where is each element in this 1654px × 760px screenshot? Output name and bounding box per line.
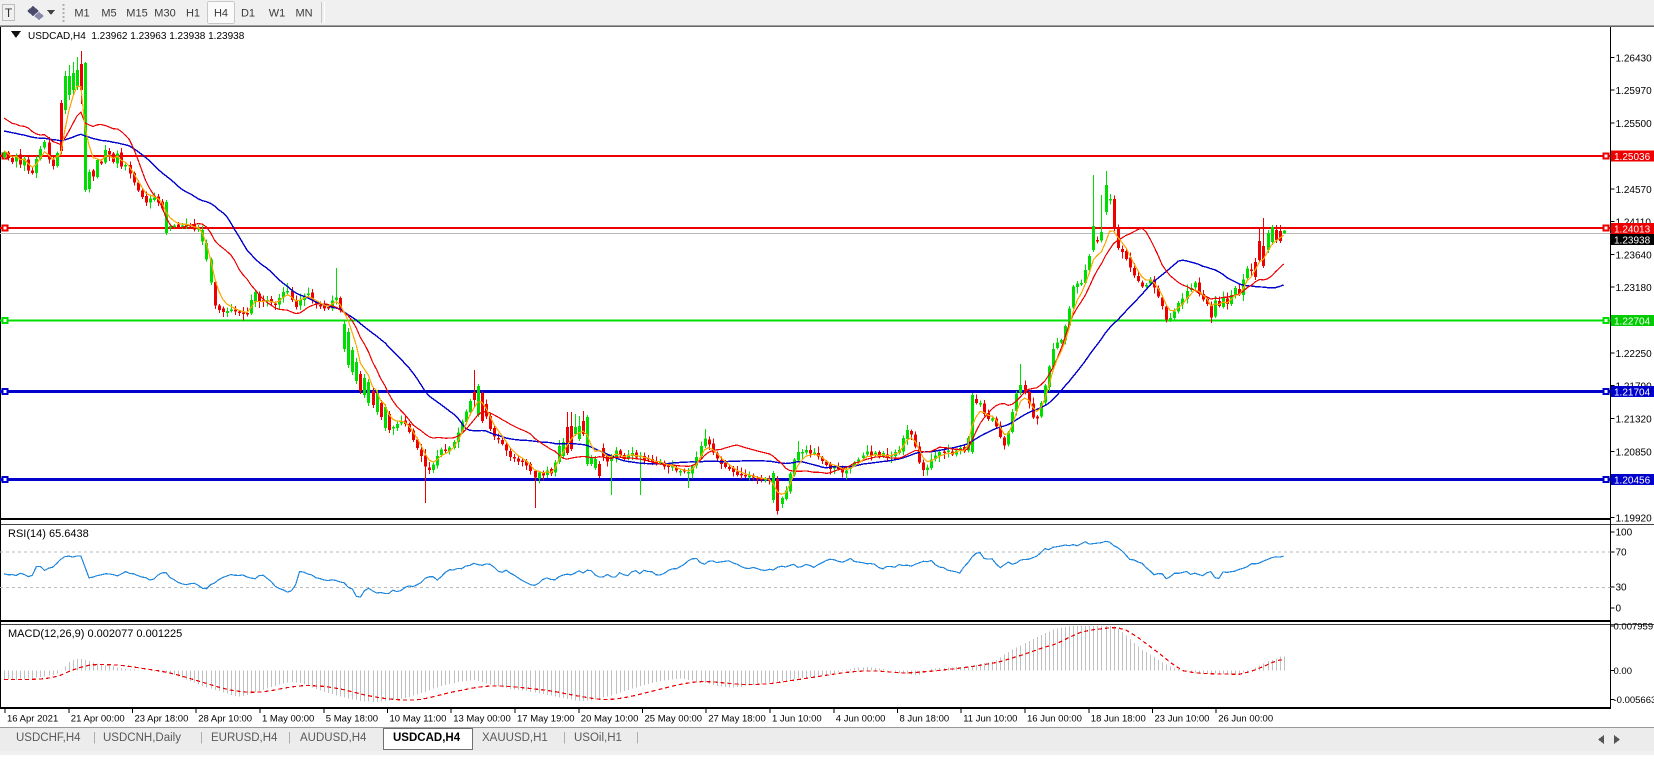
svg-text:RSI(14) 65.6438: RSI(14) 65.6438 [8,528,89,540]
svg-text:10 May 11:00: 10 May 11:00 [390,714,447,725]
svg-text:|: | [288,732,291,744]
svg-text:23 Apr 18:00: 23 Apr 18:00 [135,714,189,725]
svg-text:D1: D1 [241,8,255,20]
svg-text:8 Jun 18:00: 8 Jun 18:00 [900,714,950,725]
svg-text:18 Jun 18:00: 18 Jun 18:00 [1091,714,1146,725]
svg-text:1.23640: 1.23640 [1616,251,1653,262]
svg-text:M30: M30 [154,8,175,20]
svg-text:1.21320: 1.21320 [1616,415,1653,426]
svg-text:1 May 00:00: 1 May 00:00 [262,714,314,725]
svg-text:100: 100 [1616,527,1633,538]
svg-text:1.20850: 1.20850 [1616,448,1653,459]
svg-text:1.24570: 1.24570 [1616,185,1653,196]
svg-text:1.26430: 1.26430 [1616,53,1653,64]
svg-text:70: 70 [1616,548,1628,559]
svg-text:23 Jun 10:00: 23 Jun 10:00 [1155,714,1210,725]
svg-text:20 May 10:00: 20 May 10:00 [581,714,639,725]
svg-text:16 Jun 00:00: 16 Jun 00:00 [1027,714,1082,725]
svg-text:28 Apr 10:00: 28 Apr 10:00 [198,714,252,725]
svg-text:13 May 00:00: 13 May 00:00 [453,714,511,725]
svg-text:30: 30 [1616,583,1628,594]
svg-text:16 Apr 2021: 16 Apr 2021 [7,714,58,725]
svg-text:1.23938: 1.23938 [1614,236,1651,247]
svg-text:1 Jun 10:00: 1 Jun 10:00 [772,714,822,725]
svg-text:1.22250: 1.22250 [1616,349,1653,360]
svg-text:USDCHF,H4: USDCHF,H4 [16,732,81,744]
svg-text:27 May 18:00: 27 May 18:00 [708,714,766,725]
svg-text:USOil,H1: USOil,H1 [574,732,622,744]
svg-text:1.21704: 1.21704 [1614,387,1651,398]
svg-text:|: | [563,732,566,744]
svg-text:XAUUSD,H1: XAUUSD,H1 [482,732,548,744]
svg-text:W1: W1 [269,8,286,20]
svg-text:0.007959: 0.007959 [1614,621,1654,632]
svg-text:1.25500: 1.25500 [1616,119,1653,130]
svg-text:1.25036: 1.25036 [1614,152,1651,163]
svg-text:|: | [200,732,203,744]
svg-text:MACD(12,26,9) 0.002077 0.00122: MACD(12,26,9) 0.002077 0.001225 [8,628,182,640]
svg-text:4 Jun 00:00: 4 Jun 00:00 [836,714,886,725]
svg-text:USDCNH,Daily: USDCNH,Daily [103,732,181,744]
svg-text:5 May 18:00: 5 May 18:00 [326,714,378,725]
svg-text:26 Jun 00:00: 26 Jun 00:00 [1218,714,1273,725]
svg-text:AUDUSD,H4: AUDUSD,H4 [300,732,367,744]
svg-text:25 May 00:00: 25 May 00:00 [645,714,703,725]
svg-text:0.00: 0.00 [1614,666,1633,677]
svg-text:17 May 19:00: 17 May 19:00 [517,714,575,725]
svg-text:11 Jun 10:00: 11 Jun 10:00 [963,714,1017,725]
svg-text:21 Apr 00:00: 21 Apr 00:00 [71,714,125,725]
svg-text:M5: M5 [101,8,116,20]
svg-text:EURUSD,H4: EURUSD,H4 [211,732,278,744]
svg-text:T: T [5,6,13,20]
svg-text:H1: H1 [186,8,200,20]
svg-text:H4: H4 [214,8,228,20]
svg-text:|: | [93,732,96,744]
svg-text:-0.005663: -0.005663 [1614,695,1654,706]
svg-text:MN: MN [295,8,312,20]
svg-text:1.22704: 1.22704 [1614,317,1651,328]
svg-text:1.20456: 1.20456 [1614,476,1651,487]
svg-text:USDCAD,H4: USDCAD,H4 [393,732,461,744]
svg-text:USDCAD,H4 1.23962 1.23963 1.2: USDCAD,H4 1.23962 1.23963 1.23938 1.2393… [28,31,245,42]
svg-text:M15: M15 [126,8,147,20]
svg-text:|: | [636,732,639,744]
svg-text:1.19920: 1.19920 [1616,513,1653,524]
svg-text:1.25970: 1.25970 [1616,86,1653,97]
svg-text:0: 0 [1616,604,1622,615]
svg-text:1.24013: 1.24013 [1614,224,1651,235]
svg-text:1.23180: 1.23180 [1616,283,1653,294]
svg-text:M1: M1 [74,8,89,20]
